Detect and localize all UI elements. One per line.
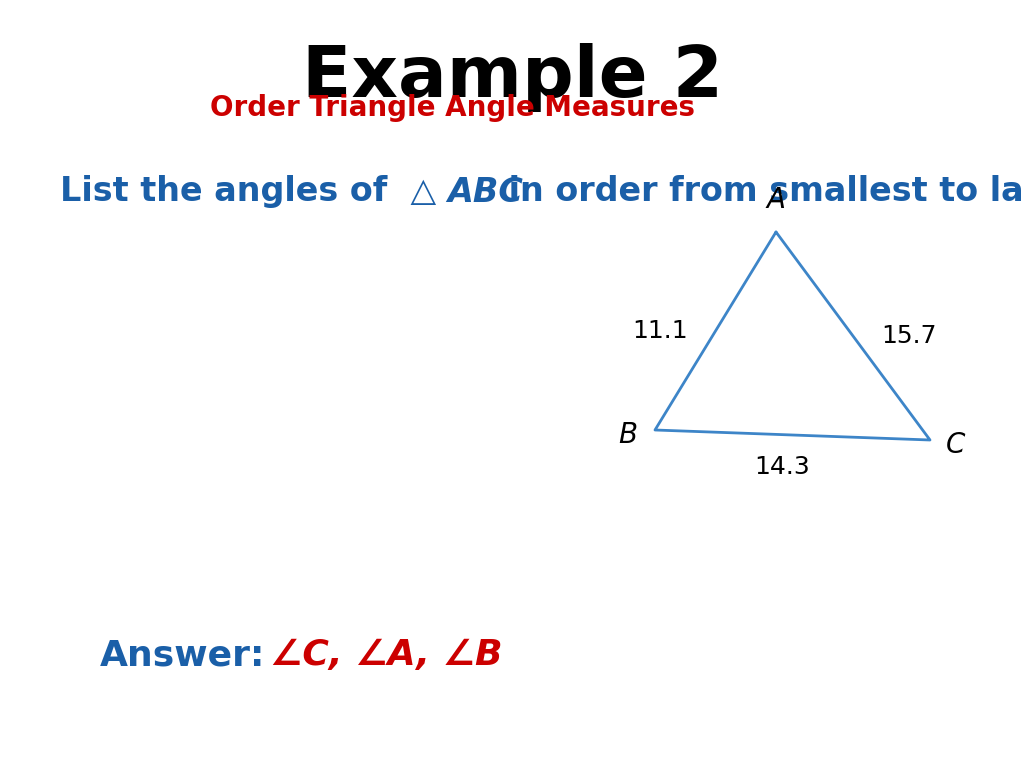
Text: A: A	[767, 186, 785, 214]
Text: List the angles of  △: List the angles of △	[60, 176, 436, 208]
Text: Order Triangle Angle Measures: Order Triangle Angle Measures	[210, 94, 694, 122]
Text: ABC: ABC	[447, 176, 523, 208]
Text: 15.7: 15.7	[881, 324, 937, 348]
Text: Example 2: Example 2	[301, 44, 723, 112]
Text: 11.1: 11.1	[632, 319, 687, 343]
Text: in order from smallest to largest.: in order from smallest to largest.	[497, 176, 1024, 208]
Text: 14.3: 14.3	[755, 455, 810, 479]
Text: C: C	[946, 431, 966, 459]
Text: B: B	[618, 421, 637, 449]
Text: ∠C, ∠A, ∠B: ∠C, ∠A, ∠B	[270, 638, 503, 672]
Text: Answer:: Answer:	[100, 638, 265, 672]
